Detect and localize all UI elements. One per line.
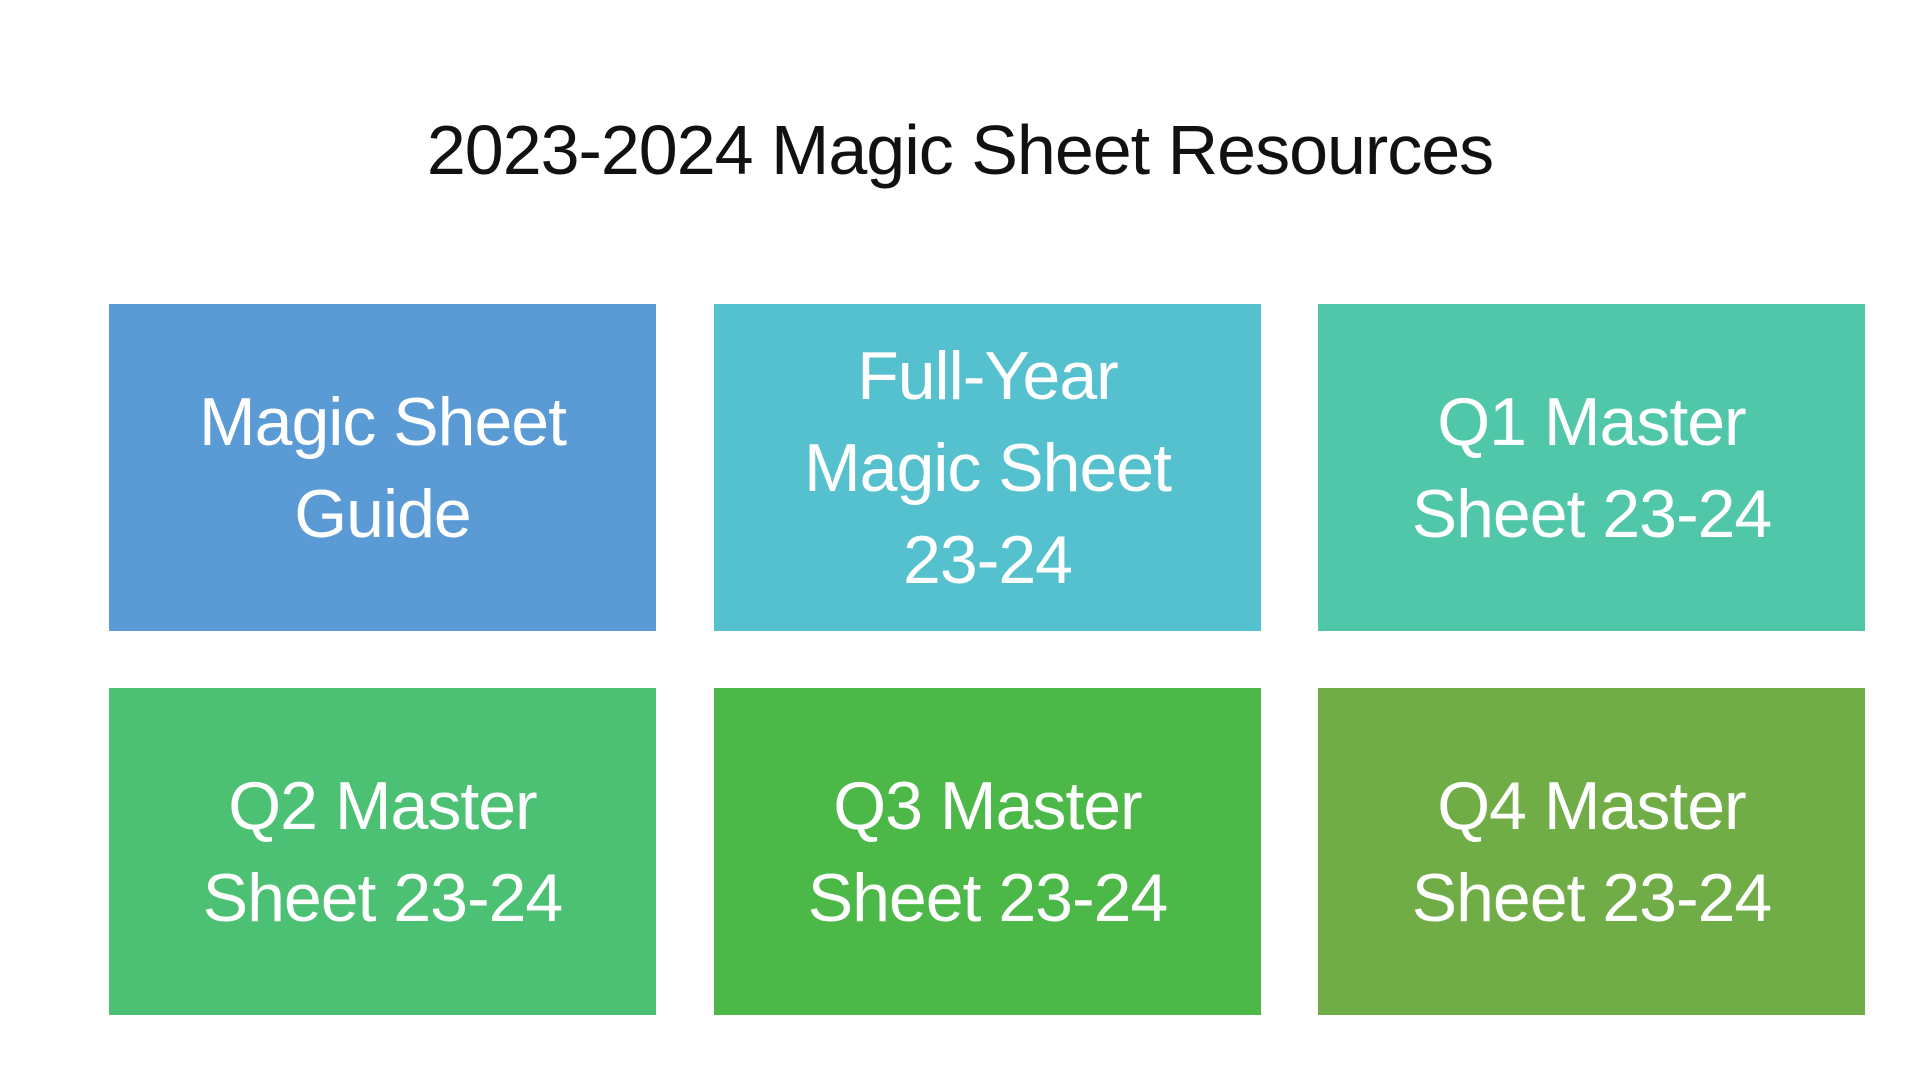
tile-q4-master-sheet[interactable]: Q4 Master Sheet 23-24 [1318, 688, 1865, 1015]
tile-q2-master-sheet[interactable]: Q2 Master Sheet 23-24 [109, 688, 656, 1015]
tile-q3-master-sheet[interactable]: Q3 Master Sheet 23-24 [714, 688, 1261, 1015]
slide-title: 2023-2024 Magic Sheet Resources [426, 111, 1494, 189]
tile-full-year-magic-sheet[interactable]: Full-Year Magic Sheet 23-24 [714, 304, 1261, 631]
tile-magic-sheet-guide[interactable]: Magic Sheet Guide [109, 304, 656, 631]
tile-q1-master-sheet[interactable]: Q1 Master Sheet 23-24 [1318, 304, 1865, 631]
